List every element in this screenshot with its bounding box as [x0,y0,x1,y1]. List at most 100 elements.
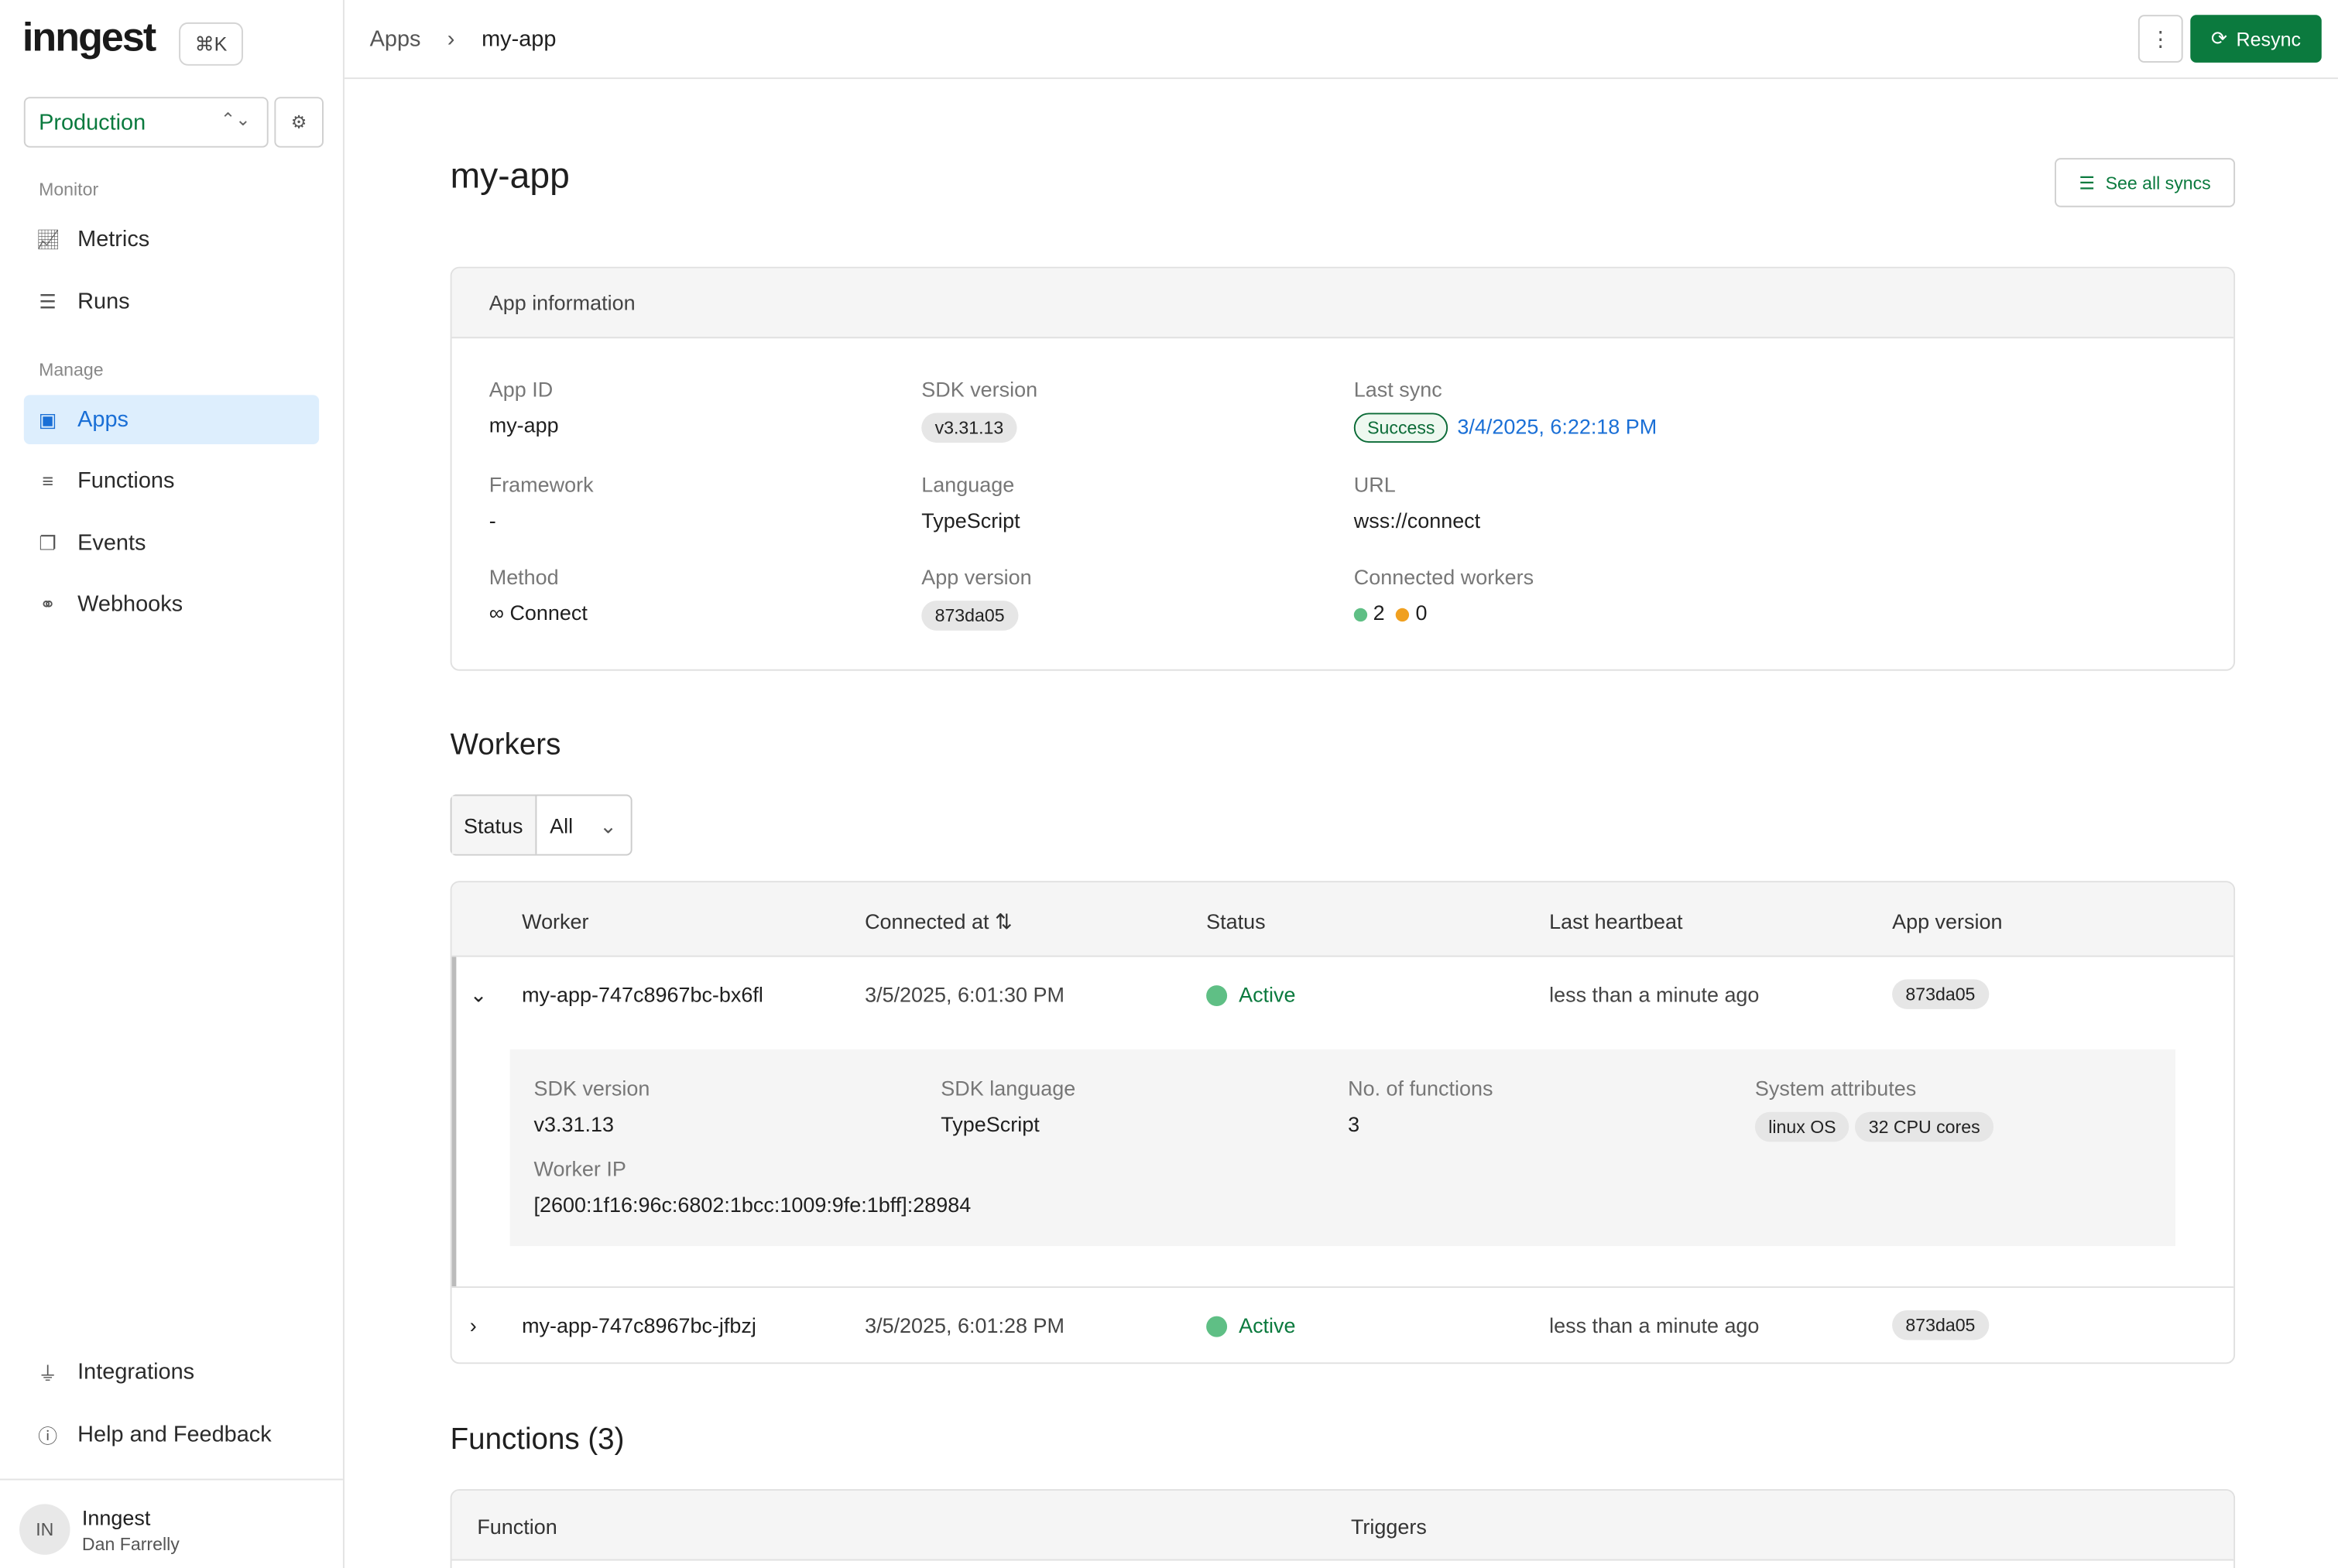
chevron-down-icon[interactable]: ⌄ [469,982,488,1007]
chevron-down-icon: ⌄ [599,813,617,838]
column-function: Function [477,1514,557,1539]
column-last-heartbeat: Last heartbeat [1549,909,1683,933]
active-dot-icon [1353,608,1368,621]
value: [2600:1f16:96c:6802:1bcc:1009:9fe:1bff]:… [533,1192,972,1217]
inngest-logo[interactable]: inngest [22,15,156,60]
sdk-version-badge: v3.31.13 [921,413,1017,443]
table-row[interactable]: ⌄ my-app-747c8967bc-bx6fl 3/5/2025, 6:01… [452,957,2234,1034]
label: Help and Feedback [77,1422,272,1448]
workers-heading: Workers [450,728,561,762]
filter-select[interactable]: All ⌄ [537,796,630,854]
environment-select[interactable]: Production ⌃⌄ [23,97,269,148]
column-app-version: App version [1892,909,2003,933]
app-version-badge: 873da05 [921,601,1018,631]
more-options-button[interactable]: ⋮ [2137,15,2183,63]
method-field: Method ∞ Connect [489,565,588,625]
sidebar-item-events[interactable]: ❐ Events [24,519,319,568]
label: Framework [489,472,594,497]
chevron-right-icon[interactable]: › [469,1313,477,1337]
status-dot-icon [1206,985,1228,1007]
label: Language [921,472,1015,497]
label: Apps [77,406,129,433]
sidebar-item-integrations[interactable]: ⏚ Integrations [24,1347,319,1397]
help-circle-icon: ⓘ [38,1425,58,1448]
language-field: Language TypeScript [921,473,1020,532]
sidebar-item-webhooks[interactable]: ⚭ Webhooks [24,580,319,629]
last-heartbeat: less than a minute ago [1549,982,1760,1007]
column-triggers: Triggers [1350,1514,1427,1539]
worker-name: my-app-747c8967bc-bx6fl [522,982,763,1007]
plug-icon: ⏚ [38,1362,58,1385]
last-sync-link[interactable]: 3/4/2025, 6:22:18 PM [1457,414,1658,439]
inactive-count: 0 [1415,601,1428,625]
value: v3.31.13 [533,1111,614,1136]
infinity-icon: ∞ [489,601,510,625]
value: - [489,508,496,532]
label: SDK language [941,1076,1076,1101]
label: SDK version [921,377,1038,402]
workers-table: Worker Connected at ⇅ Status Last heartb… [450,881,2236,1364]
value: Connect [509,601,588,625]
user-menu[interactable]: IN Inngest Dan Farrelly [0,1478,343,1568]
expanded-indicator [451,957,457,1287]
label: Connected workers [1353,564,1534,589]
sort-icon: ⇅ [995,909,1013,933]
attribute-badge: linux OS [1754,1111,1849,1142]
chart-line-icon: 📈︎ [36,227,61,250]
status-filter[interactable]: Status All ⌄ [450,794,632,856]
section-monitor: Monitor [39,179,99,200]
card-title: App information [451,268,2234,339]
label: SDK version [533,1076,650,1101]
page-title: my-app [450,156,570,197]
label: App ID [489,377,554,402]
breadcrumb-current: my-app [482,26,557,53]
functions-table: Function Triggers [450,1489,2236,1568]
list-icon: ☰ [2079,172,2096,193]
table-row[interactable]: › my-app-747c8967bc-jfbzj 3/5/2025, 6:01… [451,1286,2234,1362]
column-status: Status [1206,909,1266,933]
table-header: Function Triggers [451,1491,2234,1561]
section-manage: Manage [39,359,104,381]
see-all-syncs-button[interactable]: ☰ See all syncs [2055,158,2236,207]
chevron-updown-icon: ⌃⌄ [220,108,251,130]
label: No. of functions [1348,1076,1493,1101]
worker-details: SDK version v3.31.13 SDK language TypeScri… [509,1049,2176,1247]
value: TypeScript [921,508,1020,532]
app-version-badge: 873da05 [1892,1310,1989,1340]
value: TypeScript [941,1111,1040,1136]
status: Active [1206,982,1296,1007]
column-connected-at[interactable]: Connected at ⇅ [865,909,1013,935]
app-information-card: App information App ID my-app SDK version… [450,266,2236,671]
label: Worker IP [533,1156,626,1181]
breadcrumb-apps[interactable]: Apps [369,26,421,53]
resync-button[interactable]: ⟳ Resync [2190,15,2322,63]
sidebar-item-runs[interactable]: ☰ Runs [24,277,319,327]
label: App version [921,564,1032,589]
label: See all syncs [2105,172,2211,193]
app-version-badge: 873da05 [1892,979,1989,1009]
avatar: IN [19,1504,70,1555]
sidebar-item-metrics[interactable]: 📈︎ Metrics [24,214,319,264]
functions-heading: Functions (3) [450,1423,625,1457]
app-id-field: App ID my-app [489,377,559,437]
attribute-badge: 32 CPU cores [1855,1111,1993,1142]
status-dot-icon [1206,1316,1228,1338]
connected-at: 3/5/2025, 6:01:28 PM [865,1313,1064,1337]
label: Method [489,564,559,589]
sidebar-item-functions[interactable]: ≡ Functions [24,456,319,505]
last-heartbeat: less than a minute ago [1549,1313,1760,1337]
framework-field: Framework - [489,473,594,532]
sidebar-item-help[interactable]: ⓘ Help and Feedback [24,1410,319,1460]
status: Active [1206,1313,1296,1338]
command-palette-button[interactable]: ⌘K [179,22,243,66]
label: URL [1353,472,1396,497]
sidebar-item-apps[interactable]: ▣ Apps [23,395,320,444]
top-bar: Apps › my-app ⋮ ⟳ Resync [344,0,2338,80]
filter-value: All [550,813,574,838]
webhook-icon: ⚭ [39,592,57,615]
apps-grid-icon: ▣ [38,407,57,430]
environment-settings-button[interactable]: ⚙ [274,97,324,148]
label: Connected at [865,909,989,933]
label: Functions [77,467,175,494]
list-icon: ☰ [39,289,57,313]
